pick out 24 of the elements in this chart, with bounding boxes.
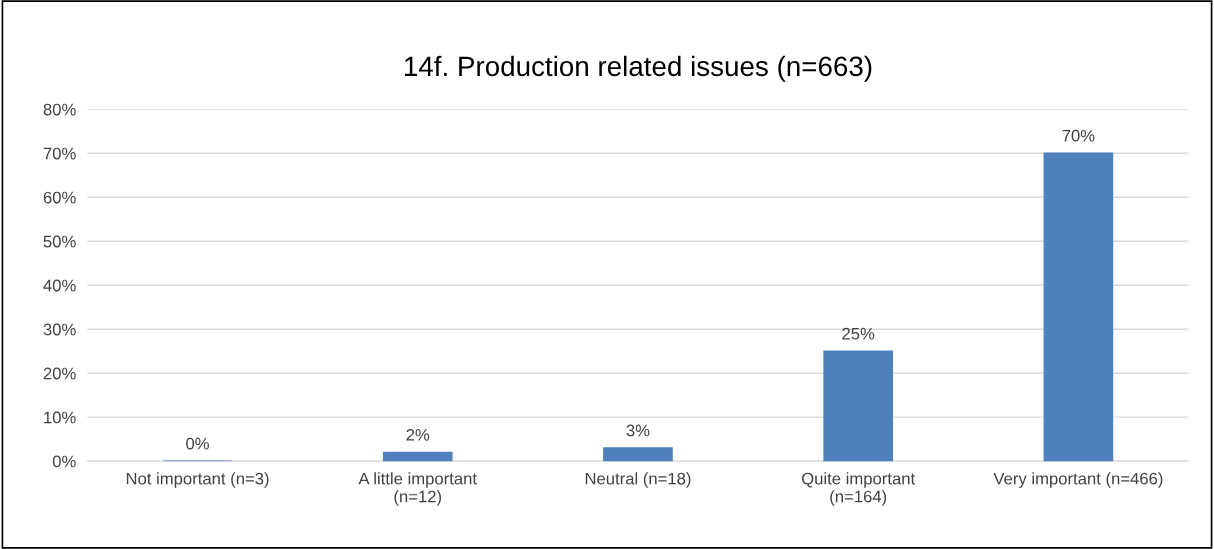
y-tick-label: 10% bbox=[44, 411, 76, 424]
data-label: 0% bbox=[186, 437, 209, 450]
data-label: 3% bbox=[626, 424, 650, 437]
x-tick-label: Very important (n=466) bbox=[993, 472, 1163, 488]
data-label: 70% bbox=[1062, 129, 1095, 142]
data-label: 25% bbox=[842, 327, 875, 340]
y-tick-label: 60% bbox=[43, 191, 76, 204]
x-tick-label: Quite important (n=164) bbox=[802, 472, 916, 506]
chart-title: 14f. Production related issues (n=663) bbox=[405, 55, 872, 82]
bar bbox=[1043, 152, 1114, 462]
data-label: 2% bbox=[406, 428, 430, 441]
bar bbox=[603, 447, 673, 462]
y-tick-label: 20% bbox=[43, 367, 76, 380]
y-tick-label: 50% bbox=[43, 235, 76, 248]
bar bbox=[382, 451, 453, 462]
y-tick-label: 80% bbox=[43, 103, 76, 116]
x-tick-label: Neutral (n=18) bbox=[585, 472, 691, 488]
x-tick-label: Not important (n=3) bbox=[126, 472, 269, 488]
y-tick-label: 70% bbox=[43, 147, 76, 160]
y-tick-label: 30% bbox=[43, 323, 76, 336]
bar bbox=[823, 350, 894, 462]
y-tick-label: 40% bbox=[43, 279, 76, 292]
x-tick-label: A little important (n=12) bbox=[358, 472, 477, 506]
y-tick-label: 0% bbox=[52, 455, 76, 468]
